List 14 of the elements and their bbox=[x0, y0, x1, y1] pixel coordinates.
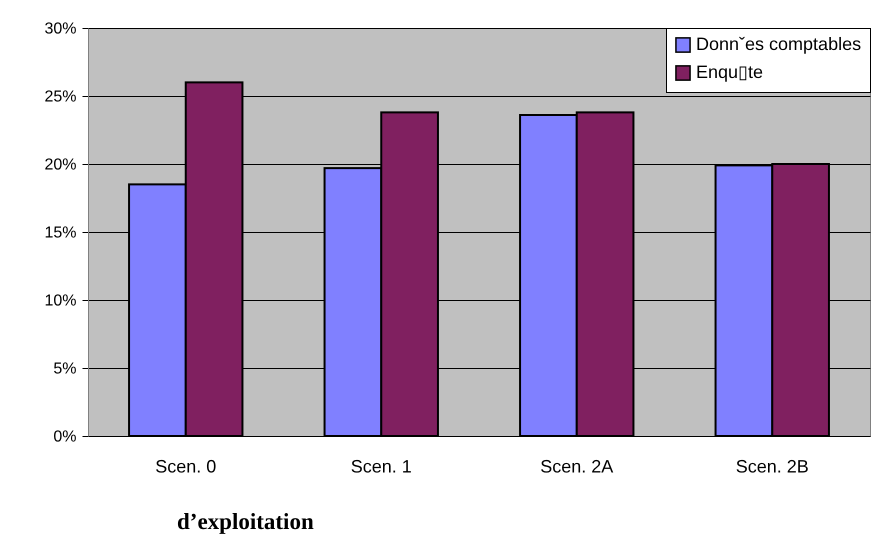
y-tick-label: 15% bbox=[44, 224, 76, 242]
y-tick-label: 5% bbox=[53, 360, 76, 378]
x-tick-label: Scen. 2B bbox=[736, 456, 809, 476]
legend-label: Enqu▯te bbox=[696, 62, 764, 82]
y-tick-label: 25% bbox=[44, 88, 76, 106]
y-tick-label: 10% bbox=[44, 292, 76, 310]
y-tick-label: 30% bbox=[44, 20, 76, 38]
y-tick-label: 0% bbox=[53, 428, 76, 446]
x-tick-label: Scen. 0 bbox=[155, 456, 216, 476]
y-tick-label: 20% bbox=[44, 156, 76, 174]
x-tick-label: Scen. 2A bbox=[540, 456, 614, 476]
legend-label: Donnˇes comptables bbox=[696, 34, 862, 54]
x-tick-label: Scen. 1 bbox=[350, 456, 412, 476]
text: d’exploitation bbox=[177, 509, 314, 534]
